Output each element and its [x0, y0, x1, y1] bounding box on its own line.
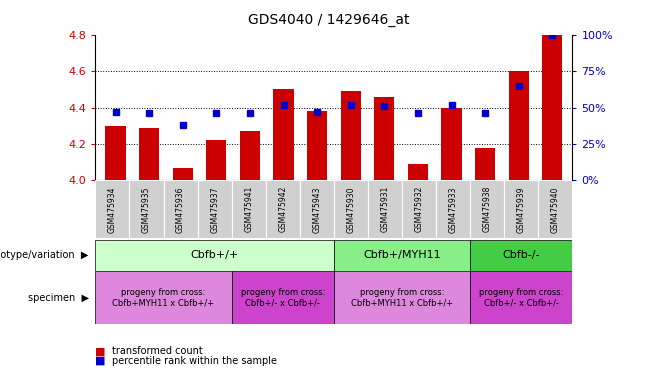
Bar	[542, 35, 563, 180]
Text: GSM475938: GSM475938	[483, 186, 492, 232]
Bar	[164, 180, 197, 238]
Bar	[307, 111, 327, 180]
Bar	[232, 180, 266, 238]
Text: GSM475941: GSM475941	[244, 186, 253, 232]
Text: GSM475936: GSM475936	[176, 186, 185, 233]
Text: GSM475932: GSM475932	[415, 186, 424, 232]
Bar	[95, 271, 232, 324]
Bar	[538, 180, 572, 238]
Bar	[172, 168, 193, 180]
Bar	[475, 148, 495, 180]
Bar	[334, 240, 470, 271]
Text: GSM475933: GSM475933	[449, 186, 458, 233]
Bar	[95, 240, 334, 271]
Text: GSM475939: GSM475939	[517, 186, 526, 233]
Text: Cbfb-/-: Cbfb-/-	[503, 250, 540, 260]
Bar	[470, 180, 504, 238]
Text: ■: ■	[95, 356, 106, 366]
Text: GSM475937: GSM475937	[210, 186, 219, 233]
Text: GSM475934: GSM475934	[108, 186, 117, 233]
Text: GSM475942: GSM475942	[278, 186, 288, 232]
Bar	[139, 127, 159, 180]
Bar	[402, 180, 436, 238]
Text: transformed count: transformed count	[112, 346, 203, 356]
Bar	[408, 164, 428, 180]
Bar	[206, 141, 226, 180]
Text: Cbfb+/MYH11: Cbfb+/MYH11	[363, 250, 441, 260]
Bar	[240, 131, 260, 180]
Text: specimen  ▶: specimen ▶	[28, 293, 89, 303]
Text: genotype/variation  ▶: genotype/variation ▶	[0, 250, 89, 260]
Text: progeny from cross:
Cbfb+MYH11 x Cbfb+/+: progeny from cross: Cbfb+MYH11 x Cbfb+/+	[351, 288, 453, 307]
Bar	[130, 180, 164, 238]
Text: GSM475940: GSM475940	[551, 186, 560, 233]
Text: percentile rank within the sample: percentile rank within the sample	[112, 356, 277, 366]
Bar	[504, 180, 538, 238]
Text: Cbfb+/+: Cbfb+/+	[191, 250, 239, 260]
Text: progeny from cross:
Cbfb+/- x Cbfb+/-: progeny from cross: Cbfb+/- x Cbfb+/-	[479, 288, 563, 307]
Bar	[368, 180, 402, 238]
Text: progeny from cross:
Cbfb+/- x Cbfb+/-: progeny from cross: Cbfb+/- x Cbfb+/-	[241, 288, 325, 307]
Bar	[442, 108, 462, 180]
Bar	[300, 180, 334, 238]
Bar	[374, 97, 394, 180]
Text: progeny from cross:
Cbfb+MYH11 x Cbfb+/+: progeny from cross: Cbfb+MYH11 x Cbfb+/+	[113, 288, 215, 307]
Bar	[266, 180, 300, 238]
Bar	[232, 271, 334, 324]
Bar	[470, 271, 572, 324]
Text: GSM475943: GSM475943	[313, 186, 321, 233]
Bar	[274, 89, 293, 180]
Text: GSM475930: GSM475930	[347, 186, 355, 233]
Bar	[197, 180, 232, 238]
Bar	[436, 180, 470, 238]
Bar	[509, 71, 529, 180]
Text: ■: ■	[95, 346, 106, 356]
Bar	[105, 126, 126, 180]
Bar	[334, 180, 368, 238]
Text: GSM475931: GSM475931	[380, 186, 390, 232]
Bar	[95, 180, 130, 238]
Bar	[341, 91, 361, 180]
Bar	[470, 240, 572, 271]
Text: GSM475935: GSM475935	[142, 186, 151, 233]
Bar	[334, 271, 470, 324]
Text: GDS4040 / 1429646_at: GDS4040 / 1429646_at	[248, 13, 410, 27]
